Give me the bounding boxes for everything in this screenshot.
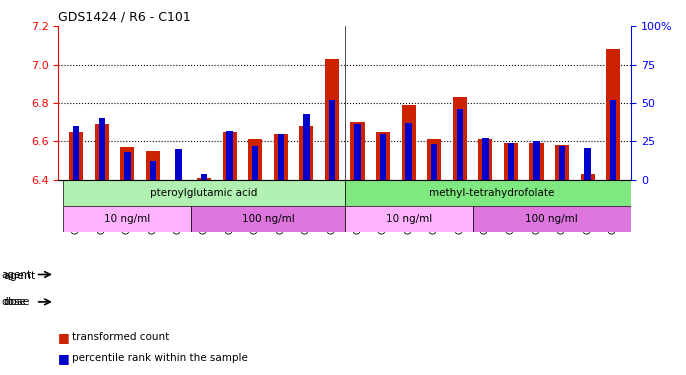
Text: 100 ng/ml: 100 ng/ml	[241, 214, 294, 224]
Bar	[606, 49, 620, 180]
Text: 10 ng/ml: 10 ng/ml	[386, 214, 431, 224]
Bar	[530, 143, 543, 180]
Text: agent: agent	[1, 270, 32, 279]
Bar	[457, 109, 463, 180]
Bar	[124, 152, 130, 180]
Bar	[191, 206, 344, 232]
Bar	[303, 114, 309, 180]
Bar	[299, 126, 314, 180]
Bar	[555, 145, 569, 180]
Bar	[226, 130, 233, 180]
Bar	[99, 118, 105, 180]
Text: dose: dose	[1, 297, 26, 307]
Text: GDS1424 / R6 - C101: GDS1424 / R6 - C101	[58, 11, 191, 24]
Bar	[584, 147, 591, 180]
Bar	[344, 206, 473, 232]
Text: methyl-tetrahydrofolate: methyl-tetrahydrofolate	[429, 188, 554, 198]
Text: transformed count: transformed count	[72, 333, 169, 342]
Text: agent: agent	[3, 271, 36, 280]
Bar	[329, 100, 335, 180]
Bar	[344, 180, 639, 206]
Bar	[380, 134, 386, 180]
Text: 100 ng/ml: 100 ng/ml	[525, 214, 578, 224]
Bar	[69, 132, 83, 180]
Bar	[376, 132, 390, 180]
Bar	[201, 174, 207, 180]
Bar	[325, 59, 339, 180]
Bar	[453, 97, 466, 180]
Bar	[252, 146, 259, 180]
Bar	[401, 105, 416, 180]
Bar	[248, 140, 262, 180]
Bar	[120, 147, 134, 180]
Bar	[63, 206, 191, 232]
Bar	[146, 151, 160, 180]
Bar	[478, 140, 493, 180]
Text: percentile rank within the sample: percentile rank within the sample	[72, 353, 248, 363]
Bar	[482, 138, 488, 180]
Text: pteroylglutamic acid: pteroylglutamic acid	[150, 188, 258, 198]
Bar	[504, 143, 518, 180]
Bar	[223, 132, 237, 180]
Bar	[278, 134, 284, 180]
Bar	[508, 143, 514, 180]
Text: dose: dose	[3, 297, 30, 307]
Bar	[427, 140, 441, 180]
Bar	[176, 149, 182, 180]
Bar	[610, 100, 617, 180]
Bar	[533, 141, 540, 180]
Bar	[73, 126, 80, 180]
Text: 10 ng/ml: 10 ng/ml	[104, 214, 150, 224]
Bar	[63, 180, 344, 206]
Bar	[473, 206, 631, 232]
Bar	[354, 124, 361, 180]
Bar	[197, 178, 211, 180]
Text: ■: ■	[58, 352, 70, 364]
Bar	[405, 123, 412, 180]
Text: ■: ■	[58, 331, 70, 344]
Bar	[559, 146, 565, 180]
Bar	[351, 122, 364, 180]
Bar	[580, 174, 595, 180]
Bar	[95, 124, 109, 180]
Bar	[274, 134, 288, 180]
Bar	[431, 144, 438, 180]
Bar	[150, 161, 156, 180]
